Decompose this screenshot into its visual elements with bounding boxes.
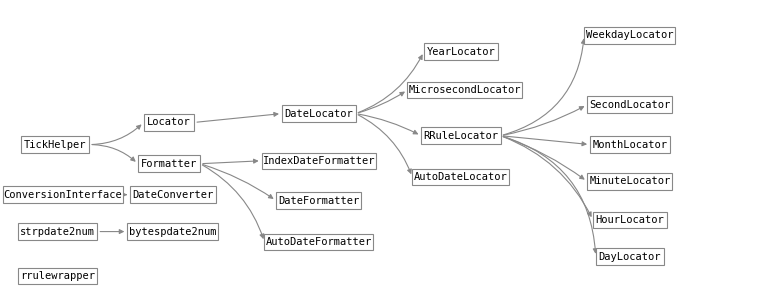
Text: ConversionInterface: ConversionInterface (4, 190, 122, 200)
Text: AutoDateLocator: AutoDateLocator (414, 172, 508, 182)
Text: RRuleLocator: RRuleLocator (423, 131, 498, 141)
FancyBboxPatch shape (590, 136, 670, 153)
FancyBboxPatch shape (138, 155, 200, 172)
Text: DayLocator: DayLocator (598, 252, 661, 262)
Text: WeekdayLocator: WeekdayLocator (586, 30, 674, 40)
FancyArrowPatch shape (203, 159, 257, 164)
FancyBboxPatch shape (22, 136, 89, 153)
Text: MinuteLocator: MinuteLocator (589, 176, 670, 186)
FancyArrowPatch shape (359, 92, 404, 113)
FancyArrowPatch shape (358, 115, 412, 173)
FancyBboxPatch shape (587, 173, 673, 190)
FancyBboxPatch shape (421, 127, 501, 144)
FancyArrowPatch shape (503, 106, 584, 135)
FancyArrowPatch shape (100, 230, 123, 234)
Text: bytespdate2num: bytespdate2num (129, 227, 217, 237)
FancyBboxPatch shape (408, 82, 521, 98)
FancyArrowPatch shape (358, 55, 422, 113)
FancyBboxPatch shape (587, 96, 673, 113)
Text: SecondLocator: SecondLocator (589, 100, 670, 110)
FancyArrowPatch shape (503, 137, 584, 179)
Text: Formatter: Formatter (141, 159, 197, 169)
FancyBboxPatch shape (262, 153, 376, 169)
FancyBboxPatch shape (282, 105, 356, 122)
FancyArrowPatch shape (203, 165, 263, 238)
Text: strpdate2num: strpdate2num (20, 227, 95, 237)
FancyArrowPatch shape (503, 137, 598, 253)
FancyBboxPatch shape (424, 43, 498, 60)
Text: MonthLocator: MonthLocator (592, 140, 667, 150)
FancyBboxPatch shape (412, 169, 509, 185)
FancyArrowPatch shape (122, 193, 126, 197)
FancyBboxPatch shape (593, 212, 667, 228)
FancyBboxPatch shape (18, 268, 98, 284)
FancyArrowPatch shape (503, 136, 586, 146)
Text: DateConverter: DateConverter (132, 190, 214, 200)
Text: TickHelper: TickHelper (24, 140, 87, 150)
Text: DateLocator: DateLocator (284, 109, 353, 119)
FancyBboxPatch shape (276, 192, 362, 209)
Text: YearLocator: YearLocator (426, 47, 495, 57)
FancyArrowPatch shape (197, 112, 278, 122)
FancyBboxPatch shape (18, 223, 98, 240)
FancyArrowPatch shape (92, 125, 141, 145)
FancyArrowPatch shape (359, 114, 418, 134)
Text: HourLocator: HourLocator (595, 215, 664, 225)
FancyArrowPatch shape (92, 145, 135, 161)
FancyBboxPatch shape (130, 186, 216, 203)
FancyBboxPatch shape (584, 27, 675, 44)
FancyBboxPatch shape (596, 248, 664, 265)
FancyArrowPatch shape (203, 165, 273, 198)
Text: AutoDateFormatter: AutoDateFormatter (266, 237, 372, 247)
Text: IndexDateFormatter: IndexDateFormatter (263, 156, 375, 166)
Text: rrulewrapper: rrulewrapper (20, 271, 95, 281)
Text: Locator: Locator (147, 117, 190, 127)
FancyBboxPatch shape (3, 186, 123, 203)
FancyBboxPatch shape (144, 114, 194, 131)
FancyArrowPatch shape (503, 137, 591, 216)
Text: DateFormatter: DateFormatter (278, 196, 359, 206)
FancyBboxPatch shape (264, 234, 373, 250)
FancyArrowPatch shape (503, 40, 585, 135)
FancyBboxPatch shape (127, 223, 218, 240)
Text: MicrosecondLocator: MicrosecondLocator (409, 85, 521, 95)
